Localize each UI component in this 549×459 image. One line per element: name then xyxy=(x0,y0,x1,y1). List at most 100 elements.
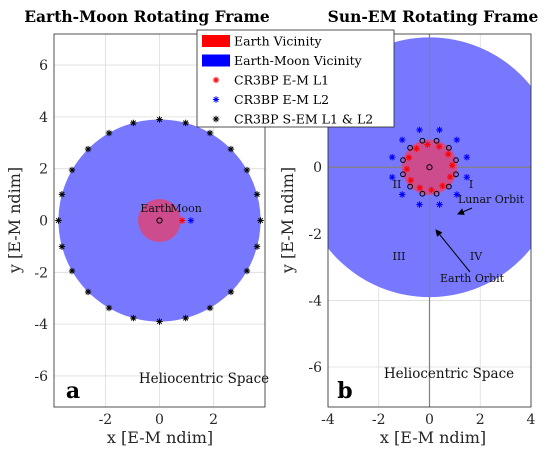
panel-b-moon-marker xyxy=(433,137,440,144)
panel-b-em-l1-point xyxy=(403,165,411,173)
panel-a-sem-point xyxy=(58,191,66,198)
quadrant-IV-label: IV xyxy=(470,250,483,263)
panel-b-em-l2-point xyxy=(436,126,443,134)
panel-a-letter: a xyxy=(66,378,80,404)
panel-b-em-l1-point xyxy=(424,141,431,148)
lunar-orbit-arrow xyxy=(457,207,473,215)
panel-b-em-l2-point xyxy=(453,191,461,198)
panel-a-ylabel: y [E-M ndim] xyxy=(5,167,24,274)
panel-a-sem-point xyxy=(227,145,235,153)
panel-b-em-l1-point xyxy=(405,154,413,161)
panel-a-em-l2-point xyxy=(187,217,195,224)
panel-a-sem-point xyxy=(182,119,189,127)
panel-a-xtick-label: -2 xyxy=(99,412,113,428)
panel-b-heliocentric-label: Heliocentric Space xyxy=(384,366,514,382)
panel-b-moon-marker xyxy=(433,190,440,197)
panel-a-sem-point xyxy=(206,304,214,312)
panel-a-sem-point xyxy=(253,191,261,198)
panel-b-xtick-label: 2 xyxy=(476,412,485,428)
panel-b-em-l1-point xyxy=(439,182,446,190)
legend: Earth Vicinity Earth-Moon Vicinity CR3BP E… xyxy=(196,29,395,128)
panel-b-marks xyxy=(388,126,471,208)
panel-b-em-l2-point xyxy=(388,154,396,161)
panel-a-em-l1-point xyxy=(179,217,186,224)
panel-a-sem-point xyxy=(227,288,235,296)
panel-a-xtick-label: 2 xyxy=(209,412,218,428)
panel-a-sem-point xyxy=(68,267,76,275)
panel-b-xlabel: x [E-M ndim] xyxy=(380,428,486,447)
panel-a-title: Earth-Moon Rotating Frame xyxy=(24,7,270,26)
panel-b-moon-marker xyxy=(453,157,459,164)
legend-entry: CR3BP S-EM L1 & L2 xyxy=(212,112,373,127)
panel-b-xtick-label: -2 xyxy=(372,412,386,428)
lunar-orbit-label: Lunar Orbit xyxy=(458,193,525,206)
legend-label: CR3BP S-EM L1 & L2 xyxy=(234,112,373,127)
panel-b-em-l2-point xyxy=(388,174,396,181)
panel-b-ytick-label: -2 xyxy=(308,227,322,243)
panel-a-sem-point xyxy=(243,166,251,174)
legend-entry: Earth Vicinity xyxy=(202,34,322,49)
legend-marker xyxy=(212,76,220,84)
panel-a-sem-point xyxy=(156,318,163,325)
panel-a-ticks: -2 0 2 -6 -4 -2 0 2 4 6 xyxy=(34,58,218,428)
panel-a: -2 0 2 -6 -4 -2 0 2 4 6 Earth Moon Heliocentric S… xyxy=(5,33,269,447)
panel-a-ytick-label: -2 xyxy=(34,265,48,281)
panel-a-sem-point xyxy=(130,314,137,322)
panel-b-earth-vicinity xyxy=(401,139,458,195)
panel-b-xtick-label: 0 xyxy=(425,412,434,428)
panel-a-sem-point xyxy=(55,217,62,224)
panel-b-em-l2-point xyxy=(398,136,406,144)
earth-orbit-label: Earth Orbit xyxy=(440,272,505,285)
legend-label: Earth Vicinity xyxy=(234,34,322,49)
panel-b-moon-marker xyxy=(445,183,452,190)
legend-entry: Earth-Moon Vicinity xyxy=(202,53,363,68)
panel-a-sem-point xyxy=(182,314,189,322)
panel-b-em-l1-point xyxy=(413,145,420,152)
panel-b-em-l2-point xyxy=(416,126,423,134)
panel-b-em-l2-point xyxy=(463,154,471,161)
panel-b-moon-marker xyxy=(407,144,414,151)
quadrant-I-label: I xyxy=(469,178,473,191)
panel-a-sem-point xyxy=(253,243,261,250)
earth-orbit-arrow xyxy=(435,229,471,273)
panel-a-earth-vicinity xyxy=(138,199,181,242)
legend-label: CR3BP E-M L2 xyxy=(234,92,329,107)
panel-a-sem-point xyxy=(243,267,251,275)
panel-b-title: Sun-EM Rotating Frame xyxy=(328,7,539,26)
earth-label: Earth xyxy=(140,202,171,215)
panel-a-sem-point xyxy=(257,217,264,224)
panel-a-sem-point xyxy=(130,119,137,127)
panel-b-em-l1-point xyxy=(407,177,415,184)
panel-b-em-l1-point xyxy=(448,162,456,169)
legend-entry: CR3BP E-M L1 xyxy=(212,73,329,88)
panel-a-axes-box xyxy=(53,33,266,408)
panel-a-sem-point xyxy=(156,116,163,123)
panel-b-moon-marker xyxy=(419,137,426,144)
legend-label: CR3BP E-M L1 xyxy=(234,73,329,88)
panel-b-em-l1-point xyxy=(416,184,424,191)
panel-a-heliocentric-label: Heliocentric Space xyxy=(139,371,269,387)
panel-a-ytick-label: 0 xyxy=(39,214,48,230)
legend-entry: CR3BP E-M L2 xyxy=(212,92,329,107)
panel-b-xtick-label: -4 xyxy=(321,412,335,428)
earth-marker xyxy=(156,217,163,224)
panel-b-em-l2-point xyxy=(416,201,423,208)
legend-swatch xyxy=(202,54,230,67)
panel-a-sem-point xyxy=(58,243,66,250)
panel-b-em-l2-point xyxy=(398,191,406,198)
panel-b-em-l2-point xyxy=(463,174,471,181)
panel-b-moon-marker xyxy=(400,171,406,178)
panel-b-em-l1-point xyxy=(435,143,443,150)
panel-a-ytick-label: 6 xyxy=(39,58,48,74)
panel-b-moon-marker xyxy=(445,144,452,151)
panel-a-marks xyxy=(55,116,264,325)
moon-label: Moon xyxy=(170,202,202,215)
panel-a-sem-point xyxy=(68,166,76,174)
panel-b-moon-marker xyxy=(419,190,426,197)
panel-a-sem-point xyxy=(84,288,92,296)
panel-b-ytick-label: 0 xyxy=(313,160,322,176)
panel-a-sem-point xyxy=(105,129,113,137)
panel-b-em-l1-point xyxy=(446,173,454,181)
panel-b-em-l2-point xyxy=(453,136,461,144)
